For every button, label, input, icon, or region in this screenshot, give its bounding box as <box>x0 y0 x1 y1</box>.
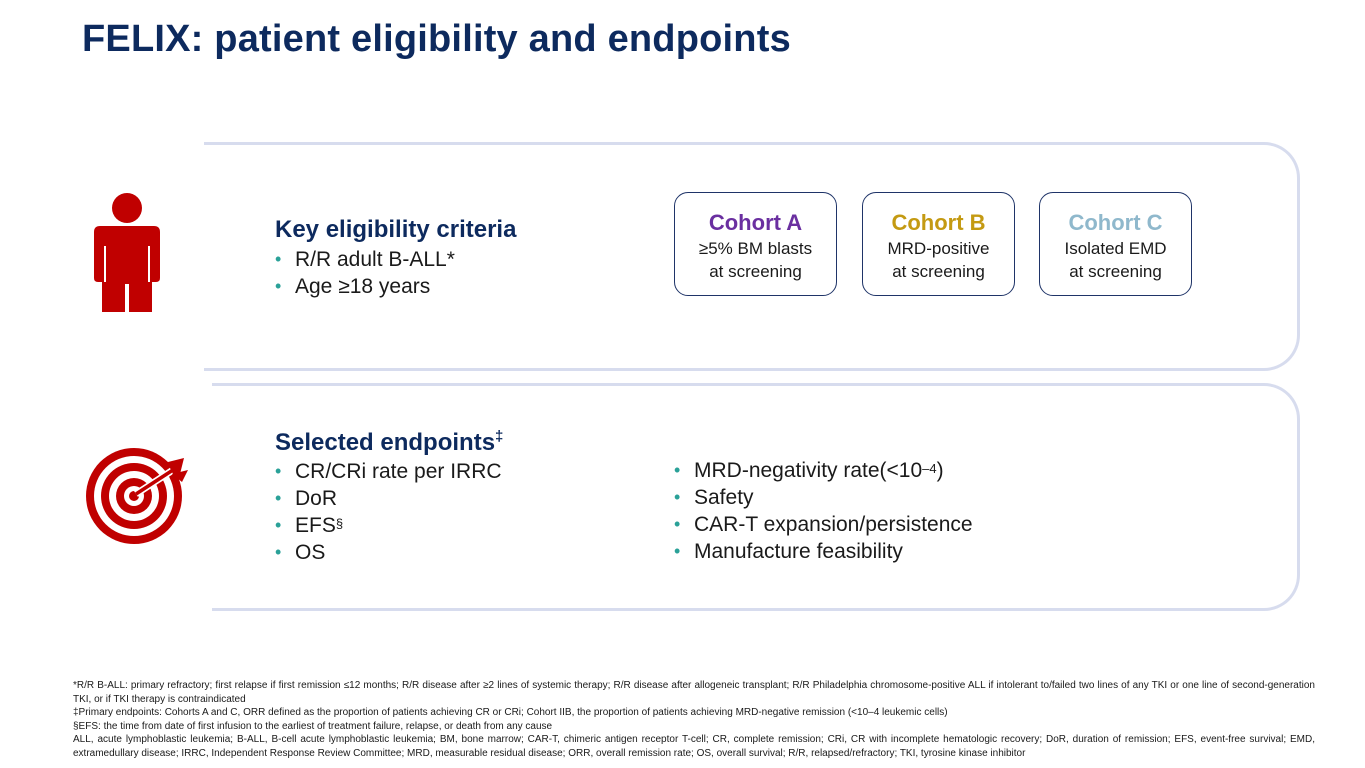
list-item: Safety <box>674 484 973 511</box>
list-item: Age ≥18 years <box>275 273 455 300</box>
list-item: DoR <box>275 485 502 512</box>
list-item: CR/CRi rate per IRRC <box>275 458 502 485</box>
endpoints-heading: Selected endpoints‡ <box>275 428 503 457</box>
cohort-b-card: Cohort B MRD-positive at screening <box>862 192 1015 296</box>
eligibility-heading: Key eligibility criteria <box>275 216 517 243</box>
cohort-a-name: Cohort A <box>708 210 803 235</box>
cohort-a-line1: ≥5% BM blasts <box>698 239 813 258</box>
endpoints-left-list: CR/CRi rate per IRRC DoR EFS§ OS <box>275 458 502 566</box>
person-icon <box>94 193 160 312</box>
cohort-b-line1: MRD-positive <box>887 239 990 258</box>
list-item: Manufacture feasibility <box>674 538 973 565</box>
list-item: CAR-T expansion/persistence <box>674 511 973 538</box>
footnote-abbreviations: ALL, acute lymphoblastic leukemia; B-ALL… <box>73 734 1315 759</box>
cohort-b-name: Cohort B <box>891 210 986 235</box>
cohort-c-card: Cohort C Isolated EMD at screening <box>1039 192 1192 296</box>
endpoints-panel <box>212 383 1300 611</box>
cohort-a-line2: at screening <box>709 262 802 281</box>
endpoints-right-list: MRD-negativity rate(<10–4) Safety CAR-T … <box>674 457 973 565</box>
endpoints-heading-text: Selected endpoints <box>275 429 496 456</box>
list-item: EFS§ <box>275 512 502 539</box>
cohort-b-line2: at screening <box>892 262 985 281</box>
cohort-c-line1: Isolated EMD <box>1064 239 1167 258</box>
mrd-close: ) <box>936 459 944 482</box>
eligibility-panel <box>204 142 1300 371</box>
page-title: FELIX: patient eligibility and endpoints <box>82 18 791 60</box>
list-item: MRD-negativity rate(<10–4) <box>674 457 973 484</box>
efs-label: EFS <box>295 514 336 537</box>
target-icon <box>86 448 188 544</box>
mrd-label: MRD-negativity rate(<10 <box>694 459 923 482</box>
eligibility-list: R/R adult B-ALL* Age ≥18 years <box>275 246 455 300</box>
footnote-efs: §EFS: the time from date of first infusi… <box>73 720 553 732</box>
cohort-a-card: Cohort A ≥5% BM blasts at screening <box>674 192 837 296</box>
footnote-primary-endpoints: ‡Primary endpoints: Cohorts A and C, ORR… <box>73 707 948 718</box>
list-item: OS <box>275 539 502 566</box>
double-dagger-mark: ‡ <box>495 428 504 445</box>
cohort-c-name: Cohort C <box>1068 210 1163 235</box>
cohort-c-line2: at screening <box>1069 262 1162 281</box>
footnotes: *R/R B-ALL: primary refractory; first re… <box>73 679 1315 760</box>
footnote-eligibility: *R/R B-ALL: primary refractory; first re… <box>73 680 1315 705</box>
mrd-exponent: –4 <box>922 461 937 476</box>
section-mark: § <box>335 516 344 531</box>
list-item: R/R adult B-ALL* <box>275 246 455 273</box>
